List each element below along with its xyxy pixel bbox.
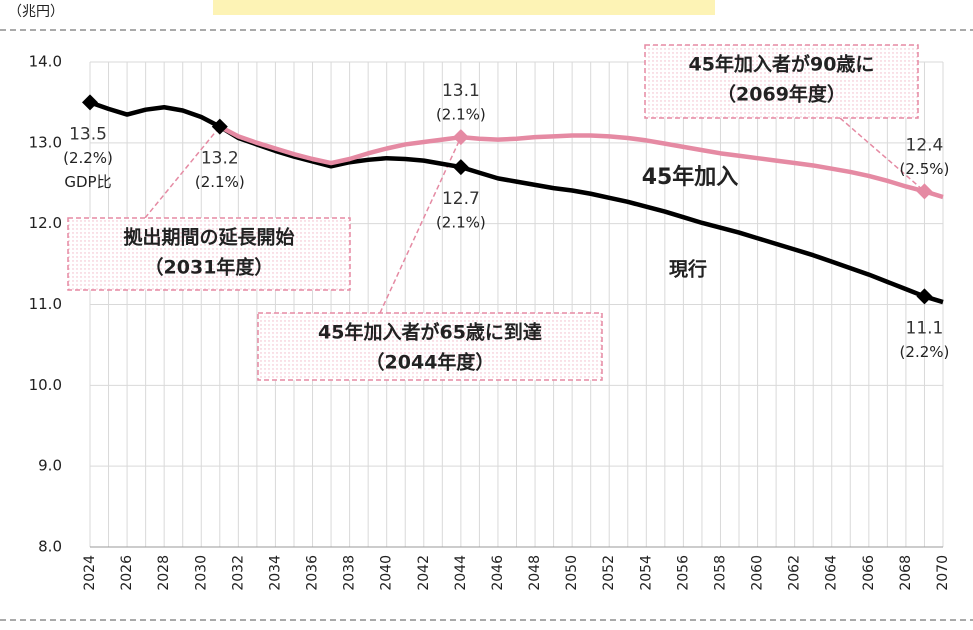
callout-pointer (839, 117, 925, 192)
callout-box (257, 312, 603, 381)
value-label: 13.2 (201, 149, 239, 169)
x-tick-label: 2056 (675, 555, 691, 591)
series-line (218, 124, 944, 200)
gdp-label: (2.1%) (436, 106, 486, 124)
y-tick-label: 12.0 (29, 214, 62, 232)
value-label: 13.5 (69, 124, 107, 144)
x-tick-label: 2062 (787, 555, 803, 591)
marker (211, 118, 228, 135)
gdp-label: (2.5%) (900, 160, 950, 178)
series-label: 現行 (669, 258, 707, 281)
x-tick-label: 2070 (935, 555, 951, 591)
series-label: 45年加入 (642, 164, 739, 190)
marker (916, 288, 933, 305)
x-tick-label: 2048 (527, 555, 543, 591)
x-tick-label: 2068 (898, 555, 914, 591)
x-tick-label: 2026 (119, 555, 135, 591)
callout-box (67, 217, 351, 291)
marker (916, 183, 933, 200)
x-tick-label: 2036 (305, 555, 321, 591)
x-tick-label: 2028 (156, 555, 172, 591)
x-tick-label: 2064 (824, 555, 840, 591)
x-tick-label: 2046 (490, 555, 506, 591)
x-tick-label: 2058 (712, 555, 728, 591)
marker (452, 159, 469, 176)
gdp-label: (2.1%) (195, 173, 245, 191)
marker (82, 94, 98, 111)
value-label: 12.7 (442, 189, 480, 209)
gdp-note: GDP比 (64, 173, 111, 191)
callout-pointer (144, 126, 221, 219)
y-tick-label: 11.0 (29, 295, 62, 313)
x-tick-label: 2042 (416, 555, 432, 591)
x-tick-label: 2060 (750, 555, 766, 591)
gdp-label: (2.2%) (900, 343, 950, 361)
callout-text: 拠出期間の延長開始 (123, 226, 294, 249)
callout-box (644, 44, 919, 119)
x-tick-label: 2030 (193, 555, 209, 591)
value-label: 11.1 (906, 318, 944, 338)
x-tick-label: 2044 (453, 555, 469, 591)
x-tick-label: 2052 (601, 555, 617, 591)
y-tick-label: 13.0 (29, 133, 62, 151)
x-tick-label: 2034 (267, 555, 283, 591)
x-tick-label: 2032 (230, 555, 246, 591)
header-box (213, 0, 715, 15)
x-tick-label: 2066 (861, 555, 877, 591)
callout-text: （2069年度） (717, 83, 846, 106)
x-tick-label: 2024 (82, 555, 98, 591)
marker (452, 129, 469, 146)
y-tick-label: 8.0 (38, 538, 62, 556)
callout-text: 45年加入者が65歳に到達 (318, 321, 542, 344)
gdp-label: (2.2%) (63, 149, 113, 167)
callout-text: （2044年度） (366, 351, 495, 374)
x-tick-label: 2054 (638, 555, 654, 591)
x-tick-label: 2050 (564, 555, 580, 591)
gdp-label: (2.1%) (436, 214, 486, 232)
y-tick-label: 10.0 (29, 376, 62, 394)
x-tick-label: 2040 (379, 555, 395, 591)
x-tick-label: 2038 (342, 555, 358, 591)
callout-text: 45年加入者が90歳に (689, 53, 875, 76)
callout-text: （2031年度） (145, 256, 274, 279)
y-tick-label: 9.0 (38, 457, 62, 475)
unit-label: （兆円） (8, 4, 64, 20)
value-label: 13.1 (442, 81, 480, 101)
value-label: 12.4 (906, 135, 944, 155)
y-tick-label: 14.0 (29, 53, 62, 71)
